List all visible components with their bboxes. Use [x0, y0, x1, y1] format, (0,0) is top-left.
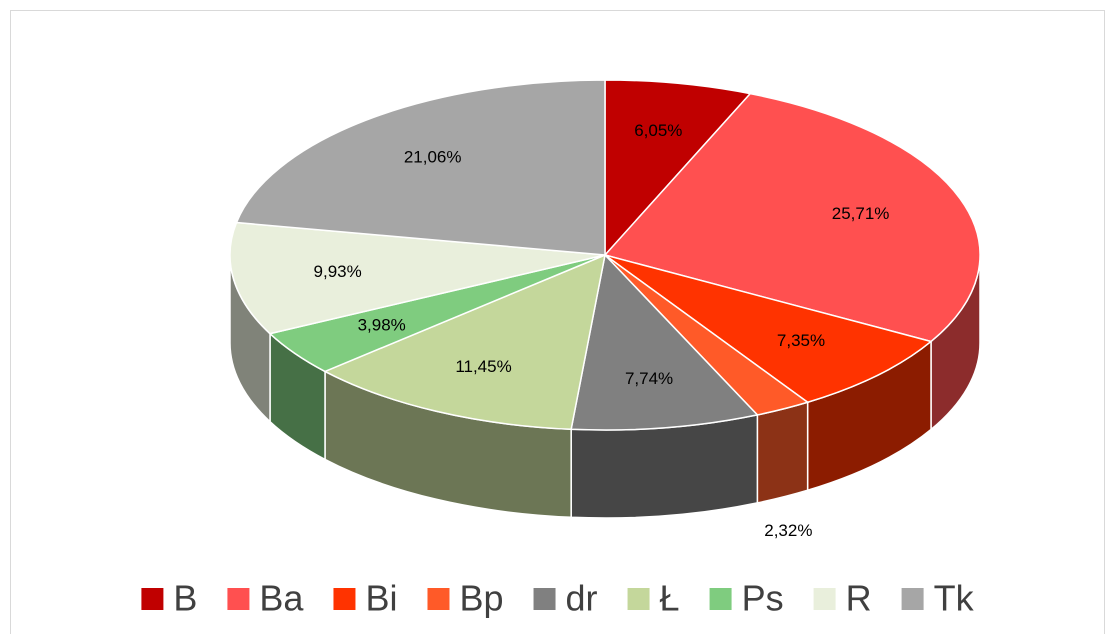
legend-label: dr	[566, 578, 598, 619]
data-label: 6,05%	[634, 121, 682, 140]
slice	[229, 221, 606, 335]
data-label: 9,93%	[314, 262, 362, 281]
legend-label: R	[846, 578, 872, 619]
legend-label: Bi	[365, 578, 397, 619]
legend-label: Ba	[259, 578, 304, 619]
legend-label: Ps	[742, 578, 784, 619]
legend-swatch	[709, 588, 732, 610]
slice	[604, 79, 752, 257]
legend-label: Bp	[459, 578, 503, 619]
legend-label: Tk	[934, 578, 975, 619]
data-label: 11,45%	[455, 357, 511, 376]
slice	[570, 253, 759, 431]
legend-swatch	[141, 588, 164, 610]
legend-swatch	[333, 588, 356, 610]
data-label: 21,06%	[404, 147, 462, 166]
legend-label: Ł	[660, 578, 680, 619]
legend-swatch	[901, 588, 924, 610]
slice	[604, 254, 933, 404]
data-label: 25,71%	[832, 204, 890, 223]
slice-side	[756, 401, 809, 504]
legend-swatch	[427, 588, 450, 610]
slice	[235, 79, 606, 256]
legend-swatch	[813, 588, 836, 610]
data-label: 7,35%	[777, 331, 825, 350]
data-label: 7,74%	[625, 369, 673, 388]
legend-swatch	[627, 588, 650, 610]
legend-label: B	[173, 578, 197, 619]
legend-swatch	[533, 588, 556, 610]
legend-swatch	[227, 588, 250, 610]
data-label: 2,32%	[764, 521, 812, 540]
data-label: 3,98%	[358, 315, 406, 334]
slice	[323, 253, 607, 431]
